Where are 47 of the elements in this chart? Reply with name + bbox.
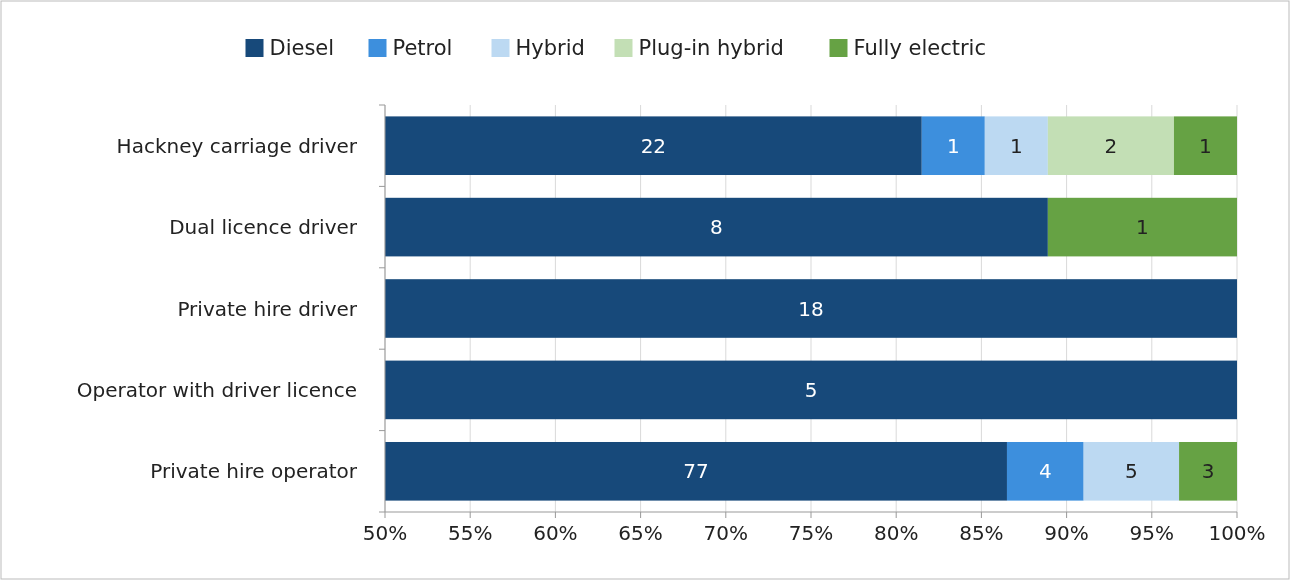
annotation: 18 bbox=[798, 296, 824, 321]
bar bbox=[385, 116, 922, 175]
annotation: 4 bbox=[1038, 459, 1052, 484]
y-tick-label: Hackney carriage driver bbox=[116, 133, 358, 158]
annotation: 1 bbox=[1199, 133, 1212, 158]
bar bbox=[921, 116, 985, 175]
legend-label: Diesel bbox=[269, 36, 335, 61]
y-tick-label: Dual licence driver bbox=[169, 215, 358, 240]
bar bbox=[1173, 116, 1237, 175]
x-tick-label: 85% bbox=[959, 521, 1004, 545]
annotation: 1 bbox=[1136, 215, 1149, 240]
annotation: 1 bbox=[946, 133, 960, 158]
y-tick-label: Operator with driver licence bbox=[76, 377, 357, 402]
annotation: 77 bbox=[683, 459, 709, 484]
annotation: 5 bbox=[1124, 459, 1138, 484]
x-tick-label: 60% bbox=[533, 521, 578, 545]
bar bbox=[1006, 442, 1084, 501]
bar bbox=[385, 197, 1048, 257]
x-tick-label: 50% bbox=[362, 521, 408, 545]
x-tick-label: 95% bbox=[1129, 521, 1175, 545]
annotation: 1 bbox=[1009, 133, 1023, 158]
x-tick-label: 65% bbox=[618, 521, 663, 545]
legend-label: Fully electric bbox=[853, 36, 986, 61]
annotation: 3 bbox=[1201, 459, 1215, 484]
x-tick-label: 80% bbox=[873, 521, 919, 545]
bar bbox=[385, 360, 1237, 420]
x-tick-label: 55% bbox=[447, 521, 493, 545]
bar bbox=[1047, 116, 1174, 175]
legend-label: Hybrid bbox=[515, 36, 585, 61]
annotation: 5 bbox=[804, 377, 818, 402]
bar bbox=[1047, 197, 1237, 257]
annotation: 8 bbox=[710, 215, 723, 240]
annotation: 2 bbox=[1104, 133, 1118, 158]
y-tick-label: Private hire operator bbox=[150, 459, 358, 484]
bar bbox=[1083, 442, 1180, 501]
legend-label: Petrol bbox=[392, 36, 453, 61]
x-tick-label: 70% bbox=[703, 521, 749, 545]
legend-label: Plug-in hybrid bbox=[638, 36, 784, 61]
bar bbox=[385, 442, 1007, 501]
x-tick-label: 75% bbox=[788, 521, 834, 545]
y-tick-label: Private hire driver bbox=[177, 296, 358, 321]
bar bbox=[1179, 442, 1237, 501]
bar bbox=[984, 116, 1048, 175]
annotation: 22 bbox=[640, 133, 667, 158]
bar bbox=[385, 279, 1237, 338]
x-tick-label: 100% bbox=[1208, 521, 1266, 545]
x-tick-label: 90% bbox=[1044, 521, 1089, 545]
